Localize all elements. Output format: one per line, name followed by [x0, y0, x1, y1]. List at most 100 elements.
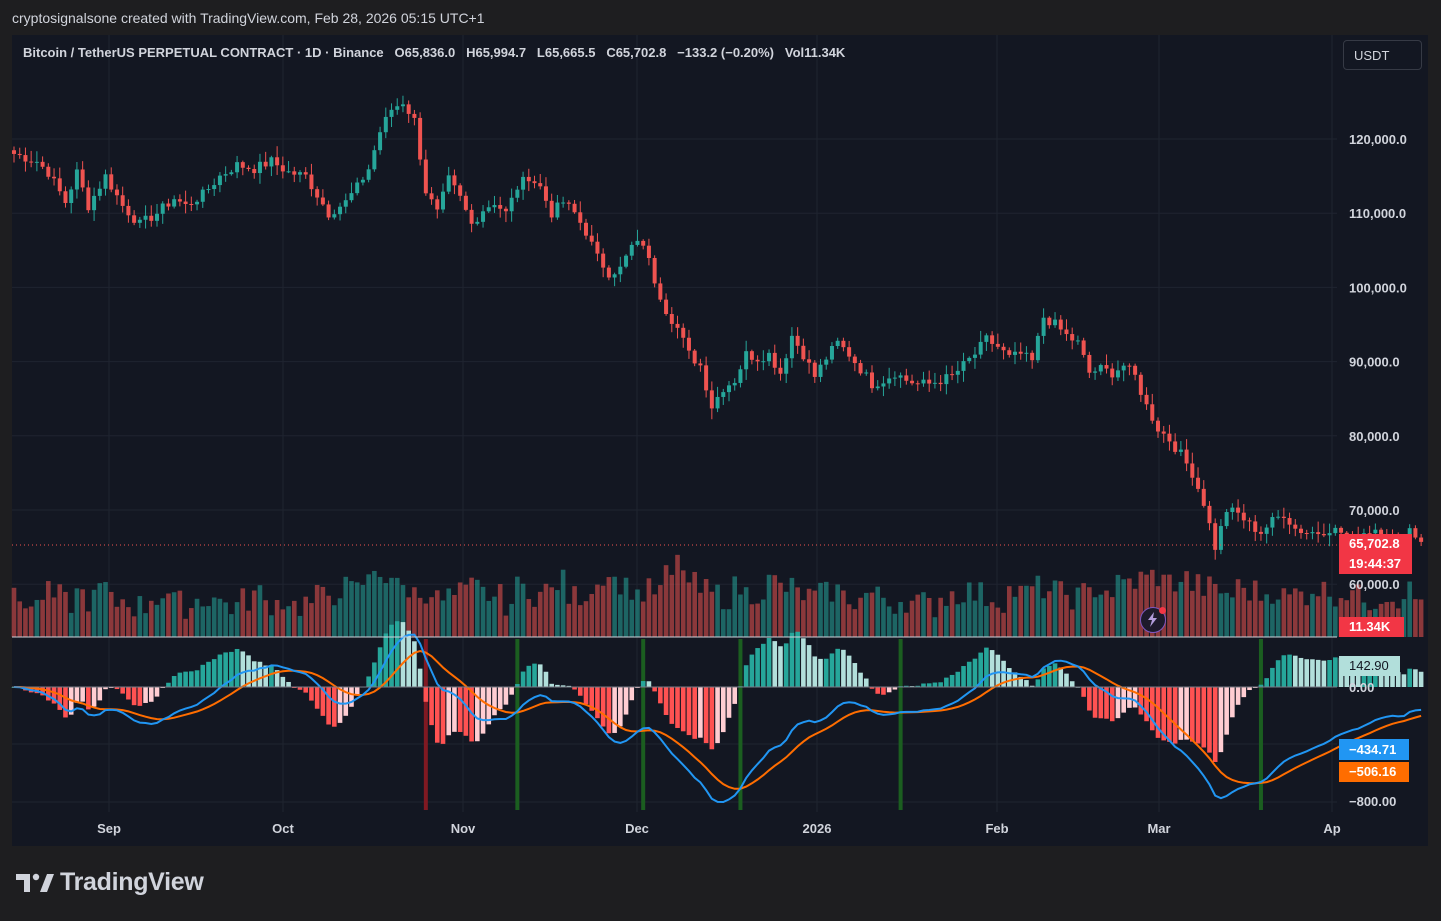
candle — [389, 103, 394, 128]
histogram-bar — [1081, 687, 1086, 697]
volume-bar — [766, 574, 772, 637]
candle — [721, 388, 726, 405]
currency-button[interactable]: USDT — [1343, 40, 1422, 70]
candle — [343, 193, 348, 214]
volume-bar — [972, 600, 978, 637]
candle-body — [715, 396, 720, 409]
histogram-bar — [801, 638, 806, 687]
candle-body — [498, 205, 503, 209]
volume-bar — [875, 586, 881, 637]
volume-bar — [17, 601, 23, 637]
candle — [898, 372, 903, 388]
candle — [789, 327, 794, 368]
candle — [801, 338, 806, 362]
candle — [955, 360, 960, 384]
candle-body — [418, 117, 423, 160]
histogram-bar — [1230, 687, 1235, 718]
candle — [1178, 441, 1183, 457]
volume-bar — [1190, 590, 1195, 637]
volume-bar — [566, 603, 572, 637]
candle-body — [858, 363, 863, 374]
candle-body — [1258, 531, 1263, 534]
candle — [984, 333, 989, 351]
candle — [429, 187, 434, 205]
candle — [120, 186, 125, 213]
candle-body — [732, 382, 737, 386]
histogram-bar — [97, 687, 103, 701]
candle — [200, 186, 205, 208]
histogram-bar — [269, 665, 274, 687]
candle — [995, 333, 1000, 350]
candle — [263, 151, 268, 170]
volume-bar — [429, 597, 434, 637]
volume-bar — [240, 588, 246, 637]
candle-body — [1264, 527, 1269, 534]
candle — [629, 241, 634, 260]
candle-body — [578, 212, 583, 223]
candle — [1058, 315, 1063, 336]
volume-bar — [114, 606, 120, 637]
volume-bar — [863, 592, 869, 637]
histogram-bar — [612, 687, 617, 733]
candle-body — [52, 176, 57, 179]
volume-bar — [349, 581, 354, 637]
candle — [1213, 518, 1218, 560]
histogram-bar — [326, 687, 331, 725]
candle — [1047, 316, 1052, 329]
volume-bar — [51, 597, 57, 637]
volume-bar — [343, 576, 349, 637]
candle — [23, 147, 28, 172]
price-tick-label: 100,000.0 — [1349, 280, 1407, 295]
candle — [160, 201, 165, 224]
volume-bar — [360, 584, 366, 637]
volume-bar — [189, 608, 194, 637]
candle-body — [675, 323, 680, 328]
histogram-bar — [40, 687, 45, 696]
candle — [29, 150, 34, 168]
candle — [584, 218, 588, 240]
candle — [972, 346, 977, 369]
volume-bar — [909, 600, 915, 637]
candle — [17, 147, 22, 159]
volume-bar — [703, 579, 709, 637]
volume-bar — [726, 609, 732, 637]
candle-body — [961, 361, 966, 371]
candle-body — [515, 189, 520, 198]
candle — [86, 180, 91, 213]
tradingview-logo[interactable]: TradingView — [16, 868, 204, 897]
candle — [52, 168, 57, 186]
candle — [246, 165, 251, 172]
candle-body — [441, 191, 445, 210]
histogram-bar — [835, 648, 840, 687]
histogram-bar — [217, 654, 223, 687]
histogram-bar — [63, 687, 68, 718]
volume-bar — [143, 613, 148, 637]
candle — [503, 206, 508, 223]
volume-bar — [846, 604, 852, 637]
histogram-bar — [91, 687, 97, 707]
candle-body — [812, 362, 817, 377]
candle-body — [709, 390, 714, 409]
candle — [624, 254, 629, 269]
histogram-bar — [1138, 687, 1144, 715]
histogram-bar — [532, 663, 537, 687]
candle — [1133, 363, 1138, 381]
volume-bar — [663, 565, 669, 637]
histogram-bar — [274, 670, 280, 687]
volume-bar — [475, 579, 480, 637]
histogram-bar — [429, 687, 434, 726]
histogram-bar — [1333, 657, 1338, 687]
histogram-bar — [1144, 687, 1149, 722]
candle — [143, 205, 148, 229]
histogram-bar — [354, 687, 360, 696]
candle-body — [543, 186, 548, 201]
volume-bar — [1287, 594, 1292, 637]
candle — [1001, 343, 1006, 360]
price-axis: 120,000.0 110,000.0 100,000.0 90,000.0 80,00… — [1349, 132, 1407, 592]
histogram-bar — [566, 685, 572, 687]
candle-body — [475, 221, 480, 224]
histogram-bar — [789, 632, 795, 687]
price-tick-label: 110,000.0 — [1349, 206, 1406, 221]
candle-body — [1196, 477, 1201, 489]
